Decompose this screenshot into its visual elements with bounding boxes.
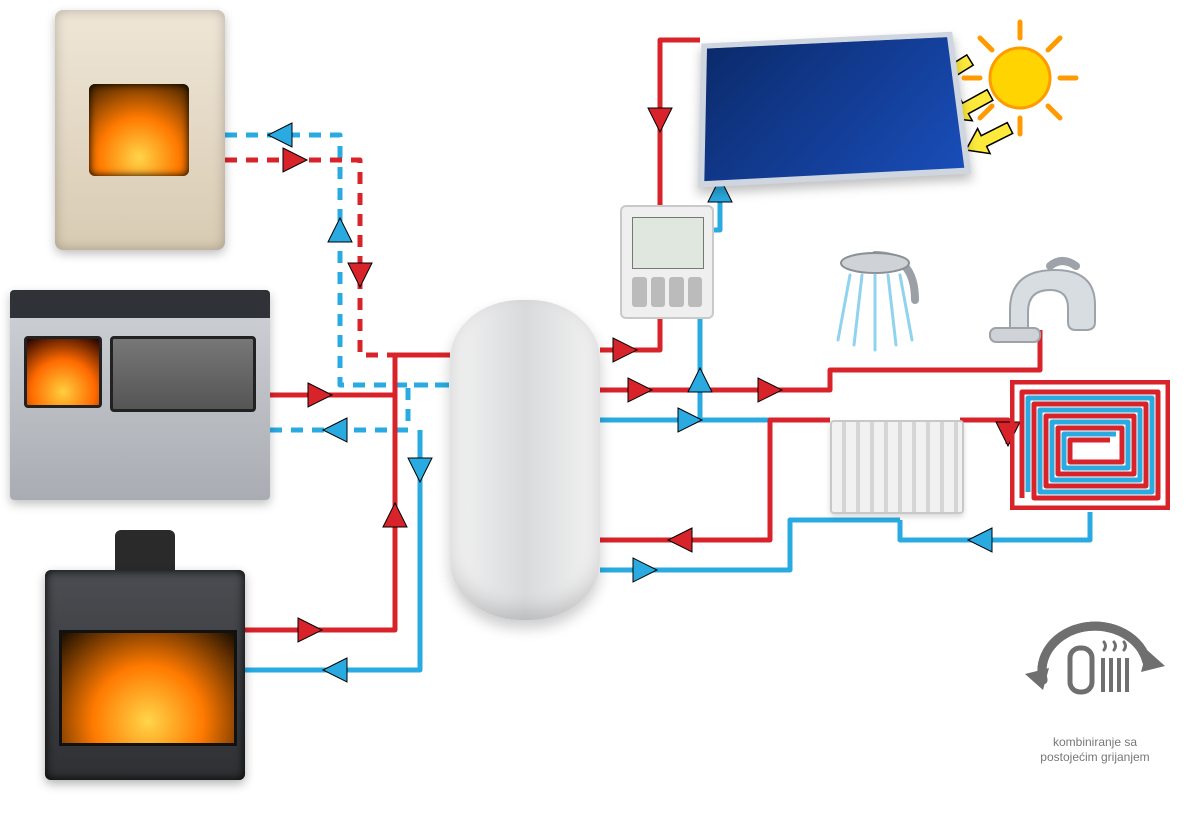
shower-icon xyxy=(820,245,930,375)
badge-label-line1: kombiniranje sa xyxy=(1053,735,1137,749)
badge-label-line2: postojećim grijanjem xyxy=(1040,750,1149,764)
flame-icon xyxy=(89,84,189,176)
fireplace-insert xyxy=(45,530,245,790)
faucet-icon xyxy=(980,250,1110,370)
pellet-stove xyxy=(55,10,225,250)
solar-controller xyxy=(620,205,714,319)
flame-icon xyxy=(24,336,102,408)
flame-icon xyxy=(59,630,237,746)
badge-label: kombiniranje sa postojećim grijanjem xyxy=(1000,735,1190,765)
cook-stove xyxy=(10,290,270,500)
heating-system-diagram: kombiniranje sa postojećim grijanjem xyxy=(0,0,1200,816)
radiator xyxy=(830,420,964,514)
buffer-tank xyxy=(450,300,600,620)
controller-screen xyxy=(632,217,704,269)
solar-collector xyxy=(698,32,971,188)
oven-door xyxy=(110,336,256,412)
underfloor-heating xyxy=(1010,380,1170,510)
sun-icon xyxy=(960,18,1080,138)
